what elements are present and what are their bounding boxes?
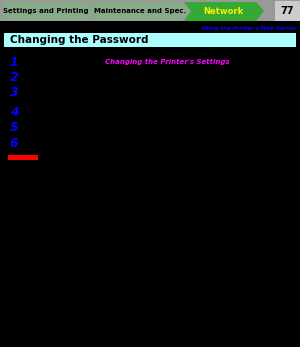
Polygon shape: [2, 2, 97, 20]
Bar: [4, 33, 296, 47]
Polygon shape: [92, 2, 189, 20]
Text: Maintenance and Spec.: Maintenance and Spec.: [94, 8, 186, 14]
Text: Settings and Printing: Settings and Printing: [3, 8, 89, 14]
Text: Using the Printer's Web Server: Using the Printer's Web Server: [201, 25, 297, 31]
Bar: [0, 0, 300, 21]
Text: 3: 3: [10, 85, 18, 99]
Polygon shape: [184, 2, 264, 21]
Text: Changing the Password: Changing the Password: [10, 35, 148, 45]
Text: Changing the Printer's Settings: Changing the Printer's Settings: [105, 59, 230, 65]
Text: 4: 4: [10, 105, 18, 118]
Bar: [8, 155, 38, 160]
Text: 77: 77: [280, 6, 294, 16]
Text: 5: 5: [10, 120, 18, 134]
Text: 6: 6: [10, 136, 18, 150]
Bar: [275, 1, 300, 21]
Text: 1: 1: [10, 56, 18, 68]
Text: 2: 2: [10, 70, 18, 84]
Text: Network: Network: [203, 7, 243, 16]
